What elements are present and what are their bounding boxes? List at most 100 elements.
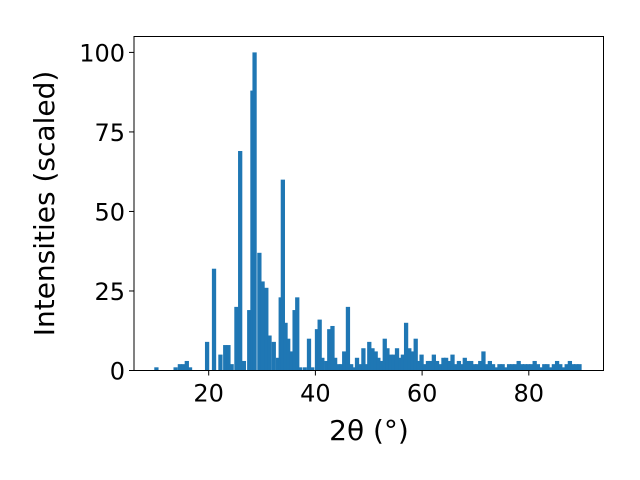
bar [226, 345, 231, 371]
bar [503, 367, 508, 371]
bar [416, 360, 421, 371]
bar [413, 338, 418, 371]
bar [292, 310, 297, 371]
bar [410, 351, 415, 371]
y-tick-label: 75 [94, 119, 125, 147]
bar [474, 364, 480, 371]
y-tick-label: 100 [79, 39, 125, 67]
y-tick-label: 25 [94, 278, 125, 306]
bar [459, 364, 464, 371]
bar [561, 367, 566, 371]
bar [320, 357, 325, 371]
bar [447, 360, 452, 371]
bar [252, 52, 257, 371]
bar [431, 354, 436, 371]
bar [494, 367, 499, 371]
bar [425, 360, 431, 371]
y-axis: 0 25 50 75 100 [79, 39, 134, 386]
bar [382, 338, 387, 371]
bar [327, 329, 332, 371]
bar [184, 360, 189, 371]
bar [238, 151, 243, 371]
bar [453, 364, 458, 371]
bar [218, 354, 223, 371]
bar [478, 360, 483, 371]
bar [558, 364, 563, 371]
x-tick-label: 40 [300, 380, 331, 408]
bar [388, 354, 393, 371]
bar [295, 297, 300, 371]
bar [497, 364, 502, 371]
bar [535, 364, 541, 371]
bar [211, 268, 217, 371]
bar [223, 345, 228, 371]
bar [364, 364, 369, 371]
bar [516, 360, 521, 371]
x-tick-label: 60 [407, 380, 438, 408]
bar [407, 348, 412, 371]
bar [548, 367, 553, 371]
bar [342, 351, 347, 371]
bar [333, 357, 338, 371]
bar [297, 367, 303, 371]
bar [267, 335, 272, 371]
bar [532, 360, 537, 371]
bar [379, 360, 384, 371]
bar [574, 364, 579, 371]
bar [330, 325, 335, 371]
bar [271, 341, 276, 371]
x-axis-label: 2θ (°) [329, 414, 409, 447]
bar [154, 367, 159, 371]
bar [551, 364, 557, 371]
bar [545, 364, 550, 371]
bar [469, 360, 474, 371]
bar [441, 357, 446, 371]
bar [538, 367, 544, 371]
bar [177, 364, 183, 371]
bar [465, 360, 471, 371]
bar [500, 364, 505, 371]
bar [422, 364, 427, 371]
x-axis: 20 40 60 80 [193, 370, 545, 408]
bar [229, 364, 234, 371]
bar [345, 306, 351, 371]
x-tick-label: 80 [514, 380, 545, 408]
bar [400, 354, 406, 371]
bar [522, 364, 528, 371]
bar [367, 341, 372, 371]
bar [317, 319, 322, 371]
bar [554, 360, 560, 371]
bar [419, 354, 424, 371]
bar [247, 310, 252, 371]
y-axis-label: Intensities (scaled) [28, 71, 61, 337]
bar [526, 364, 531, 371]
bar [349, 364, 354, 371]
bar [278, 297, 283, 371]
bar [490, 364, 496, 371]
plot-frame [133, 36, 604, 371]
bar [487, 360, 492, 371]
bar [450, 354, 455, 371]
y-tick-label: 50 [94, 198, 125, 226]
bar [361, 348, 366, 371]
bar [391, 354, 396, 371]
bar [336, 364, 341, 371]
bar [306, 338, 312, 371]
x-tick-label: 20 [193, 380, 224, 408]
bar [376, 357, 381, 371]
bar [234, 306, 239, 371]
bar [428, 360, 433, 371]
bar [339, 364, 344, 371]
bar [280, 179, 285, 371]
bar [302, 367, 307, 371]
bar [443, 357, 449, 371]
bar [398, 357, 403, 371]
bar [314, 329, 320, 371]
bar [260, 281, 265, 371]
bar [484, 364, 489, 371]
y-tick-label: 0 [110, 358, 125, 386]
bar [542, 364, 547, 371]
bar [394, 348, 400, 371]
bar [275, 357, 281, 371]
